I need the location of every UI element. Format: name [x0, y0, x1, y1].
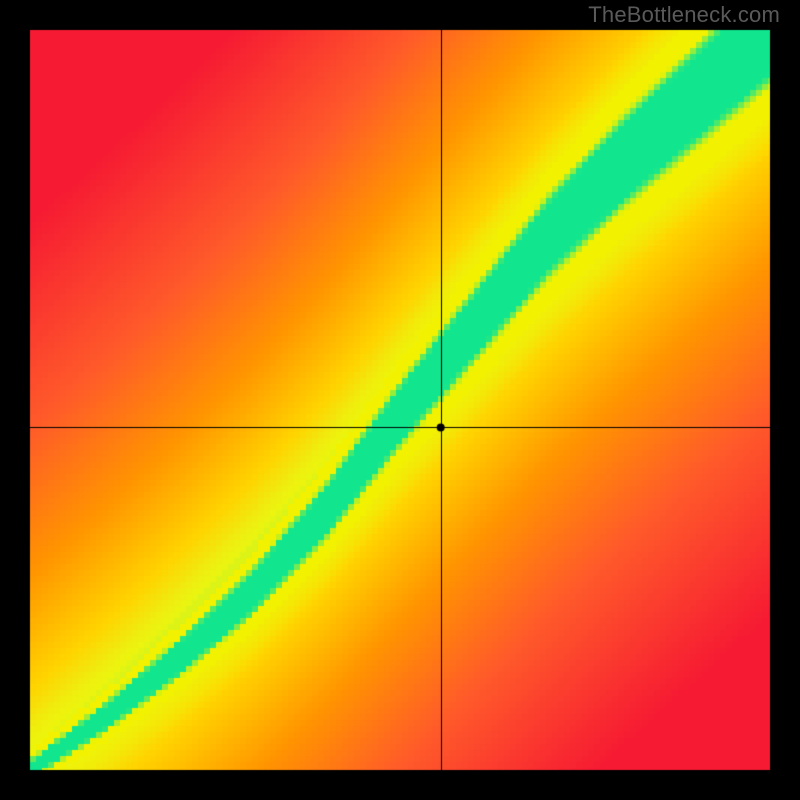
chart-container: TheBottleneck.com [0, 0, 800, 800]
watermark-label: TheBottleneck.com [588, 2, 780, 28]
heatmap-canvas [0, 0, 800, 800]
